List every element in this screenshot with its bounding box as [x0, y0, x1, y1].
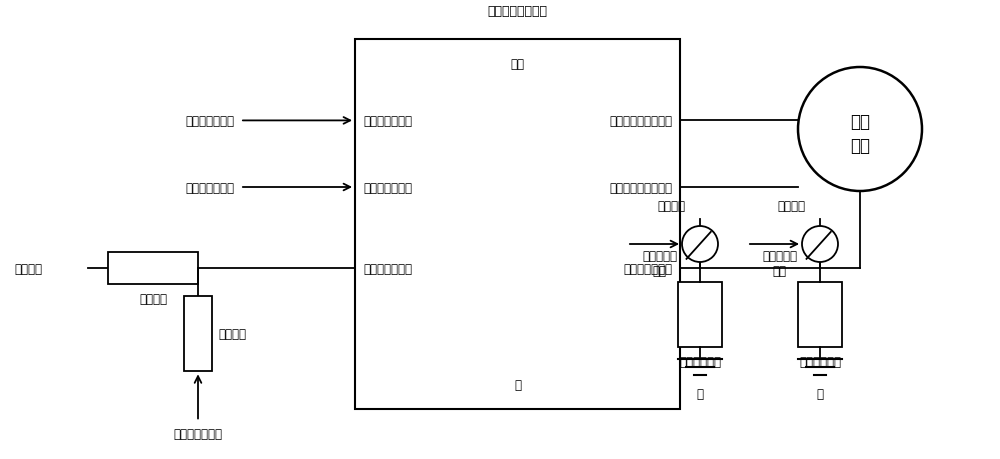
Text: 第四电阻: 第四电阻: [218, 328, 246, 341]
Text: 系统电源: 系统电源: [14, 263, 42, 275]
Text: 第二单片机信号: 第二单片机信号: [185, 181, 234, 194]
Text: 第四单片机
信号: 第四单片机 信号: [642, 249, 677, 277]
Text: 第二输出电机控制端: 第二输出电机控制端: [609, 181, 672, 194]
Text: 第二限流电阻: 第二限流电阻: [799, 355, 841, 368]
Text: 电源: 电源: [511, 58, 524, 71]
Text: 第三电阻: 第三电阻: [139, 293, 167, 306]
Text: 地: 地: [696, 387, 704, 400]
Text: 第三单片机信号: 第三单片机信号: [174, 427, 222, 441]
Bar: [108, 253, 198, 285]
Text: 第二输入控制端: 第二输入控制端: [363, 181, 412, 194]
Text: 直流电机驱动芯片: 直流电机驱动芯片: [488, 5, 548, 18]
Text: 地: 地: [816, 387, 824, 400]
Text: 直流电机电流端: 直流电机电流端: [623, 263, 672, 275]
Text: 第一输入控制端: 第一输入控制端: [363, 115, 412, 128]
Text: 电机: 电机: [850, 137, 870, 155]
Text: 第五单片机
信号: 第五单片机 信号: [762, 249, 797, 277]
Text: 第一单片机信号: 第一单片机信号: [185, 115, 234, 128]
Bar: [355, 40, 680, 409]
Circle shape: [798, 68, 922, 191]
Text: 第一限流电阻: 第一限流电阻: [679, 355, 721, 368]
Circle shape: [682, 226, 718, 263]
Bar: [798, 282, 842, 347]
Text: 第一输出电机控制端: 第一输出电机控制端: [609, 115, 672, 128]
Text: 第一开关: 第一开关: [657, 200, 685, 213]
Circle shape: [802, 226, 838, 263]
Bar: [184, 297, 212, 372]
Text: 第二开关: 第二开关: [777, 200, 805, 213]
Text: 直流: 直流: [850, 113, 870, 131]
Text: 输入参考电压端: 输入参考电压端: [363, 263, 412, 275]
Bar: [678, 282, 722, 347]
Text: 地: 地: [514, 378, 521, 391]
